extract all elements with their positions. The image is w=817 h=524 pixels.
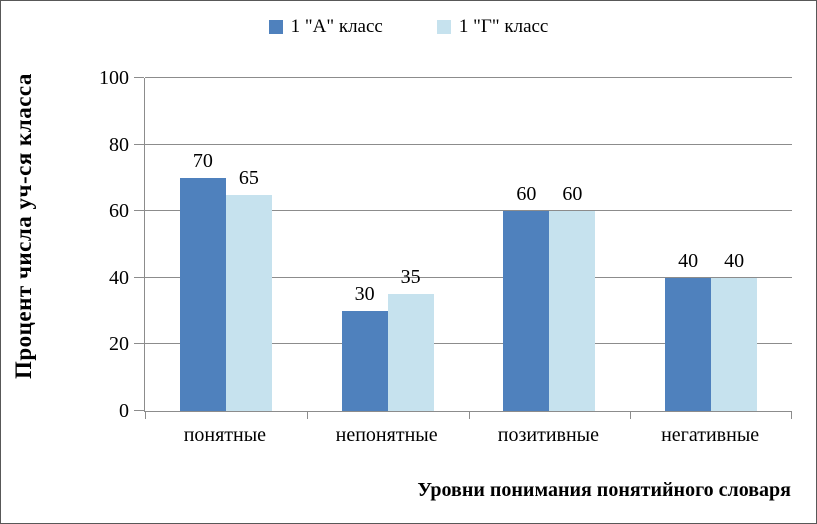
bar-group-непонятные: 30 35 [307,78,469,411]
bar-value-label: 40 [724,249,745,272]
y-tick-label: 80 [109,133,129,156]
bar-value-label: 40 [678,249,699,272]
bar-group-понятные: 70 65 [145,78,307,411]
category-label-0: понятные [183,424,267,446]
bar-1 "Г" класс-непонятные: 35 [387,267,434,411]
y-tick-label: 100 [99,67,129,89]
legend-marker-icon [436,19,451,34]
bar-1 "Г" класс-понятные: 65 [225,168,272,411]
legend-label: 1 "А" класс [290,16,383,37]
y-tick-label: 40 [109,266,129,289]
gridline [145,143,792,145]
gridline [145,343,792,345]
x-axis-category-labels: понятные непонятные позитивные негативные [144,425,791,445]
x-axis-tick-mark [306,411,308,419]
y-axis-tick-labels: 0 20 40 60 80 100 [1,68,129,421]
bar-1 "А" класс-непонятные: 30 [341,284,388,411]
category-label-2: позитивные [497,424,599,446]
gridline [145,276,792,278]
x-axis-tick-mark [145,411,146,419]
y-tick-label: 60 [109,200,129,223]
x-axis-tick-mark [468,411,470,419]
bar-value-label: 60 [516,183,537,206]
bar-value-label: 60 [562,183,583,206]
y-axis-tick-mark [134,343,144,345]
legend-item-0: 1 "А" класс [268,16,383,37]
bar-1 "А" класс-негативные: 40 [665,251,712,411]
legend-marker-icon [268,19,283,34]
legend-label: 1 "Г" класс [458,16,549,37]
bar-value-label: 65 [238,166,259,189]
gridline [145,77,792,78]
y-axis-tick-mark [134,410,144,411]
legend: 1 "А" класс 1 "Г" класс [1,17,816,36]
bar-group-позитивные: 60 60 [469,78,631,411]
gridline [145,210,792,212]
x-axis-tick-mark [791,411,792,419]
category-label-3: негативные [661,424,760,446]
bar-1 "Г" класс-позитивные: 60 [549,184,596,411]
bar-group-негативные: 40 40 [630,78,792,411]
bar-1 "А" класс-понятные: 70 [179,151,226,411]
y-tick-label: 20 [109,333,129,356]
y-axis-tick-mark [134,77,144,78]
y-axis-tick-mark [134,143,144,145]
category-label-1: непонятные [335,424,438,446]
bar-value-label: 70 [192,149,213,172]
bar-1 "А" класс-позитивные: 60 [503,184,550,411]
legend-item-1: 1 "Г" класс [436,16,549,37]
x-axis-title: Уровни понимания понятийного словаря [417,479,791,501]
bar-value-label: 30 [354,283,375,306]
plot-area: 70 65 30 35 60 60 40 40 [134,77,792,419]
y-axis-tick-mark [134,276,144,278]
x-axis-tick-mark [630,411,632,419]
bar-value-label: 35 [400,266,421,289]
bar-1 "Г" класс-негативные: 40 [711,251,758,411]
y-tick-label: 0 [119,400,129,422]
y-axis-tick-mark [134,210,144,212]
